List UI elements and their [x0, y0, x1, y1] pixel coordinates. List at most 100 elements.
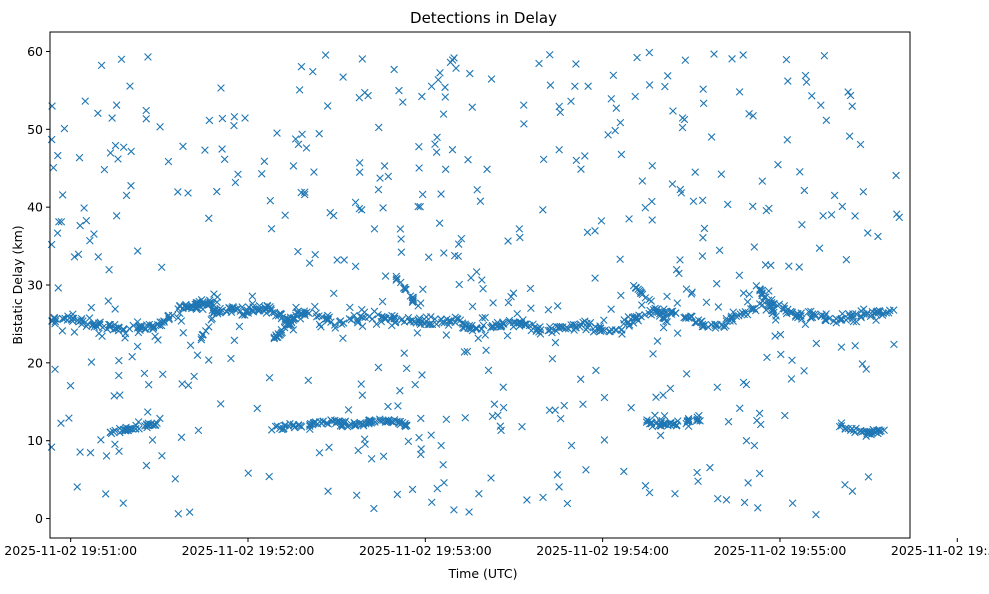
detection-marker	[358, 55, 367, 63]
detection-marker	[204, 214, 213, 223]
detection-marker	[872, 316, 880, 324]
detection-marker	[699, 322, 708, 330]
detection-marker	[616, 255, 624, 264]
y-tick-label: 30	[27, 278, 43, 293]
detection-marker	[551, 406, 559, 414]
detection-marker	[268, 309, 277, 317]
detection-marker	[227, 354, 235, 363]
detection-marker	[345, 421, 353, 430]
detection-marker	[136, 326, 144, 335]
detection-marker	[234, 170, 242, 179]
detection-marker	[864, 473, 873, 481]
detection-marker	[184, 189, 192, 197]
detection-marker	[171, 475, 180, 483]
detection-marker	[681, 56, 690, 64]
detection-marker	[563, 499, 572, 508]
detection-marker	[712, 279, 721, 288]
detection-marker	[324, 487, 332, 495]
detection-marker	[845, 132, 854, 140]
detection-marker	[858, 360, 867, 368]
detection-marker	[165, 314, 173, 323]
detection-marker	[178, 380, 186, 388]
detection-marker	[198, 331, 207, 339]
detection-marker	[715, 246, 724, 255]
detection-marker	[117, 55, 126, 64]
detection-marker	[729, 317, 737, 326]
detection-marker	[652, 393, 660, 402]
detection-marker	[624, 318, 633, 327]
detection-marker	[352, 491, 361, 500]
detection-marker	[750, 304, 759, 313]
detection-marker	[122, 191, 131, 200]
detection-marker	[732, 312, 741, 321]
detection-marker	[659, 391, 667, 399]
detection-marker	[591, 274, 599, 282]
detection-marker	[807, 91, 816, 100]
detection-marker	[49, 163, 58, 172]
detection-marker	[815, 244, 824, 252]
detection-marker	[648, 216, 656, 224]
detection-marker	[539, 155, 548, 164]
detection-marker	[841, 480, 849, 489]
detection-marker	[158, 318, 166, 326]
detection-marker	[724, 417, 733, 426]
detection-marker	[441, 83, 449, 92]
detection-marker	[355, 168, 364, 176]
detection-marker	[784, 77, 792, 85]
detection-marker	[713, 383, 722, 392]
detection-marker	[142, 325, 150, 333]
y-tick-label: 50	[27, 122, 43, 137]
detection-marker	[227, 306, 235, 314]
detection-marker	[291, 135, 300, 143]
detection-marker	[567, 97, 575, 106]
detection-marker	[370, 504, 378, 513]
detection-marker	[142, 461, 151, 470]
detection-marker	[859, 187, 868, 196]
detection-marker	[133, 318, 142, 326]
detection-marker	[544, 305, 553, 314]
detection-marker	[298, 310, 307, 318]
detection-marker	[645, 417, 653, 425]
detection-marker	[607, 95, 616, 103]
detection-marker	[270, 334, 279, 343]
detection-marker	[691, 168, 699, 176]
detection-marker	[652, 418, 661, 426]
detection-marker	[797, 309, 806, 317]
detection-marker	[801, 320, 810, 329]
detection-marker	[579, 400, 587, 409]
detection-marker	[360, 435, 369, 443]
detection-marker	[742, 436, 751, 445]
detection-marker	[277, 309, 285, 318]
detection-marker	[591, 227, 599, 235]
detection-marker	[425, 320, 434, 329]
detection-marker	[764, 299, 773, 308]
detection-marker	[265, 472, 273, 481]
detection-marker	[806, 313, 815, 322]
detection-marker	[638, 177, 647, 185]
detection-marker	[487, 75, 496, 83]
detection-marker	[756, 285, 765, 294]
detection-marker	[660, 420, 668, 429]
detection-marker	[581, 152, 589, 160]
detection-marker	[127, 147, 135, 156]
detection-marker	[788, 356, 796, 365]
detection-marker	[380, 162, 389, 170]
detection-marker	[457, 234, 466, 243]
detection-marker	[231, 178, 240, 187]
detection-marker	[197, 296, 206, 304]
detection-marker	[466, 69, 474, 78]
detection-marker	[50, 313, 59, 322]
detection-marker	[102, 452, 111, 460]
detection-marker	[76, 221, 84, 230]
detection-marker	[296, 422, 305, 430]
detection-marker	[205, 296, 214, 305]
detection-marker	[629, 281, 638, 290]
detection-marker	[424, 253, 433, 262]
detection-marker	[675, 269, 683, 278]
detection-marker	[329, 289, 338, 298]
detection-marker	[536, 330, 545, 338]
detection-marker	[763, 353, 771, 362]
detection-marker	[374, 123, 383, 132]
detection-marker	[546, 81, 555, 89]
detection-marker	[241, 114, 249, 122]
